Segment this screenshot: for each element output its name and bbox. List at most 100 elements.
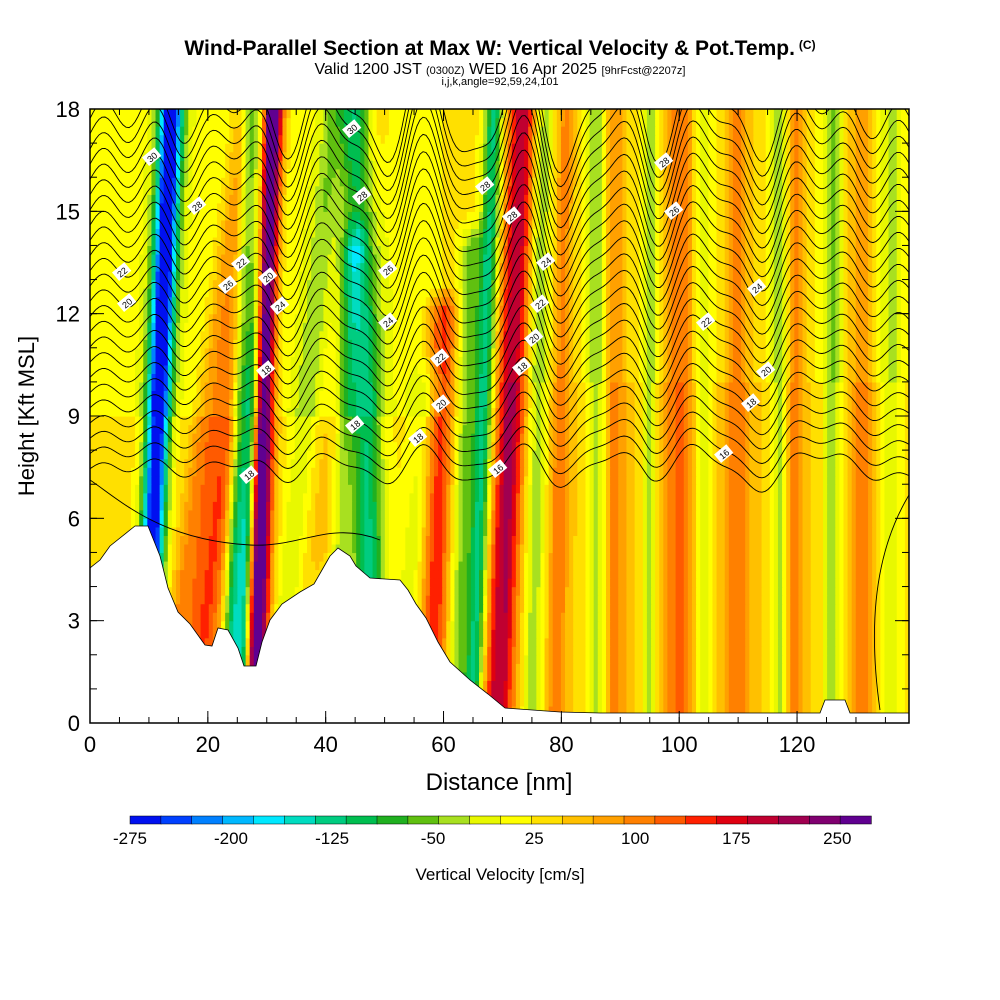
subtitle-fcst: [9hrFcst@2207z]	[601, 65, 686, 77]
colorbar-swatch	[160, 815, 193, 825]
colorbar-tick-label: 25	[525, 829, 544, 848]
theta-contour-line	[90, 322, 909, 393]
theta-contour-label: 16	[714, 444, 734, 463]
colorbar-swatch	[654, 815, 687, 825]
theta-contour-labels: 3028222026242220181830282624181822202828…	[112, 119, 776, 484]
x-tick-label: 80	[549, 732, 573, 757]
colorbar-swatch	[778, 815, 810, 825]
theta-contour-label: 26	[378, 260, 398, 279]
terrain	[89, 525, 910, 724]
theta-contour-label: 24	[747, 278, 767, 297]
theta-contour-label: 18	[512, 357, 532, 376]
theta-contour-label: 26	[664, 201, 684, 220]
y-tick-label: 18	[56, 97, 80, 122]
theta-contour-line	[90, 201, 909, 297]
colorbar-swatch	[407, 815, 440, 825]
y-tick-label: 6	[68, 506, 80, 531]
theta-contour-label: 28	[187, 196, 207, 215]
colorbar-swatch	[222, 815, 255, 825]
y-tick-label: 12	[56, 302, 80, 327]
vertical-velocity-field	[90, 109, 909, 723]
colorbar-swatch	[253, 815, 286, 825]
chart-subtitle: Valid 1200 JST (0300Z) WED 16 Apr 2025 […	[314, 61, 686, 78]
theta-contour-label: 24	[270, 296, 290, 315]
y-axis-label: Height [Kft MSL]	[14, 336, 39, 496]
theta-contour-label: 20	[431, 394, 451, 413]
x-tick-label: 20	[196, 732, 220, 757]
colorbar-swatch	[315, 815, 347, 825]
colorbar-tick-label: -50	[421, 829, 446, 848]
colorbar-tick-label: -200	[214, 829, 248, 848]
theta-contour-line	[90, 357, 909, 421]
colorbar-swatch	[376, 815, 409, 825]
theta-contour-label: 28	[475, 176, 495, 195]
theta-contour-label: 20	[524, 328, 544, 347]
theta-contour-line	[90, 218, 909, 311]
theta-contour-label: 18	[741, 393, 761, 412]
subtitle-utc: (0300Z)	[426, 65, 465, 77]
theta-contour-label: 22	[430, 348, 450, 367]
theta-contour-line	[90, 166, 909, 270]
y-tick-label: 0	[68, 711, 80, 736]
colorbar-tick-label: 100	[621, 829, 649, 848]
x-tick-label: 60	[431, 732, 455, 757]
colorbar-swatch	[747, 815, 780, 825]
theta-contour-label: 22	[231, 253, 251, 272]
colorbar-swatch	[438, 815, 471, 825]
title-mark: (C)	[798, 38, 816, 52]
theta-contour-line	[90, 132, 909, 242]
colorbar-tick-label: -275	[113, 829, 147, 848]
x-tick-label: 100	[661, 732, 698, 757]
theta-contour-line	[90, 287, 909, 365]
theta-contour-line	[90, 115, 909, 229]
y-tick-label: 3	[68, 609, 80, 634]
colorbar-swatch	[592, 815, 625, 825]
colorbar-swatch	[345, 815, 378, 825]
colorbar-swatch	[562, 815, 594, 825]
theta-contour-label: 16	[488, 459, 508, 478]
colorbar-tick-label: 175	[722, 829, 750, 848]
theta-contour-line	[90, 479, 381, 546]
y-tick-label: 9	[68, 404, 80, 429]
colorbar-label: Vertical Velocity [cm/s]	[415, 865, 584, 884]
theta-contour-line	[90, 109, 909, 188]
theta-contour-line	[873, 494, 909, 711]
theta-contours	[90, 109, 909, 711]
theta-contour-label: 22	[696, 312, 716, 331]
theta-contour-line	[90, 109, 909, 215]
colorbar-tick-label: -125	[315, 829, 349, 848]
colorbar-swatch	[531, 815, 563, 825]
theta-contour-line	[90, 374, 909, 436]
theta-contour-line	[90, 339, 909, 407]
theta-contour-label: 18	[345, 415, 365, 434]
theta-contour-label: 28	[654, 152, 674, 171]
theta-contour-label: 24	[536, 252, 556, 271]
theta-contour-line	[90, 184, 909, 283]
theta-contour-line	[90, 109, 909, 174]
theta-contour-label: 22	[530, 294, 550, 313]
colorbar-swatch	[685, 815, 718, 825]
colorbar-swatch	[129, 815, 162, 825]
colorbar-swatch	[500, 815, 533, 825]
theta-contour-label: 20	[258, 267, 278, 286]
theta-contour-line	[90, 270, 909, 352]
colorbar-swatch	[469, 815, 502, 825]
axes: 0 20 40 60 80 100 120 0 3 6 9 12 15 18	[56, 97, 909, 757]
theta-contour-label: 20	[756, 361, 776, 380]
theta-contour-line	[90, 109, 909, 201]
theta-contour-label: 26	[218, 275, 238, 294]
x-tick-label: 40	[313, 732, 337, 757]
colorbar: -275 -200 -125 -50 25 100 175 250	[113, 815, 872, 848]
theta-contour-line	[90, 391, 909, 450]
theta-contour-label: 22	[112, 262, 132, 281]
colorbar-swatch	[839, 815, 872, 825]
x-axis-label: Distance [nm]	[426, 769, 573, 796]
theta-contour-label: 30	[342, 119, 362, 138]
chart-title: Wind-Parallel Section at Max W: Vertical…	[184, 37, 816, 60]
y-tick-label: 15	[56, 199, 80, 224]
theta-contour-label: 28	[502, 206, 522, 225]
theta-contour-line	[90, 149, 909, 256]
theta-contour-label: 28	[352, 186, 372, 205]
colorbar-swatch	[191, 815, 224, 825]
